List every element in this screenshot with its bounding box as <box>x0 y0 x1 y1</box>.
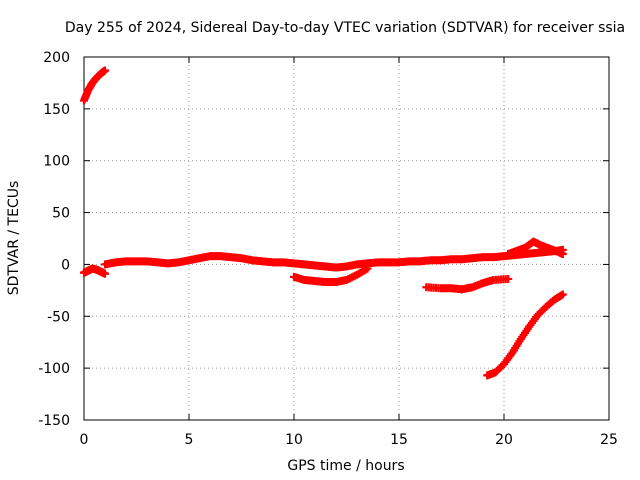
x-tick-label: 15 <box>390 432 408 448</box>
x-tick-label: 20 <box>495 432 513 448</box>
data-points <box>80 66 567 380</box>
data-series <box>483 290 567 380</box>
y-axis-label: SDTVAR / TECUs <box>6 181 22 296</box>
data-series <box>422 274 513 294</box>
y-tick-label: -50 <box>47 309 70 325</box>
data-point <box>363 264 372 273</box>
y-tick-label: 200 <box>43 50 70 66</box>
x-tick-label: 10 <box>285 432 303 448</box>
data-point <box>504 274 513 283</box>
y-tick-label: -150 <box>38 413 70 429</box>
y-tick-label: 100 <box>43 154 70 170</box>
x-tick-label: 5 <box>185 432 194 448</box>
data-point <box>101 269 109 278</box>
data-point <box>558 250 567 259</box>
y-tick-label: 50 <box>52 206 70 222</box>
y-tick-label: 0 <box>61 257 70 273</box>
chart-title: Day 255 of 2024, Sidereal Day-to-day VTE… <box>65 20 625 36</box>
grid <box>84 57 609 420</box>
data-series <box>290 264 372 287</box>
x-axis-label: GPS time / hours <box>287 458 404 474</box>
y-tick-label: 150 <box>43 102 70 118</box>
axis-ticks: 0 5 10 15 20 25 -150 -100 -50 0 50 100 150 200 <box>38 50 618 448</box>
y-tick-label: -100 <box>38 361 70 377</box>
x-tick-label: 0 <box>80 432 89 448</box>
data-series <box>80 264 109 278</box>
data-series <box>80 66 109 105</box>
plot-frame <box>83 56 610 421</box>
data-series <box>504 237 567 259</box>
data-point <box>558 290 567 299</box>
data-series <box>101 245 567 272</box>
x-tick-label: 25 <box>600 432 618 448</box>
data-point <box>101 66 109 75</box>
